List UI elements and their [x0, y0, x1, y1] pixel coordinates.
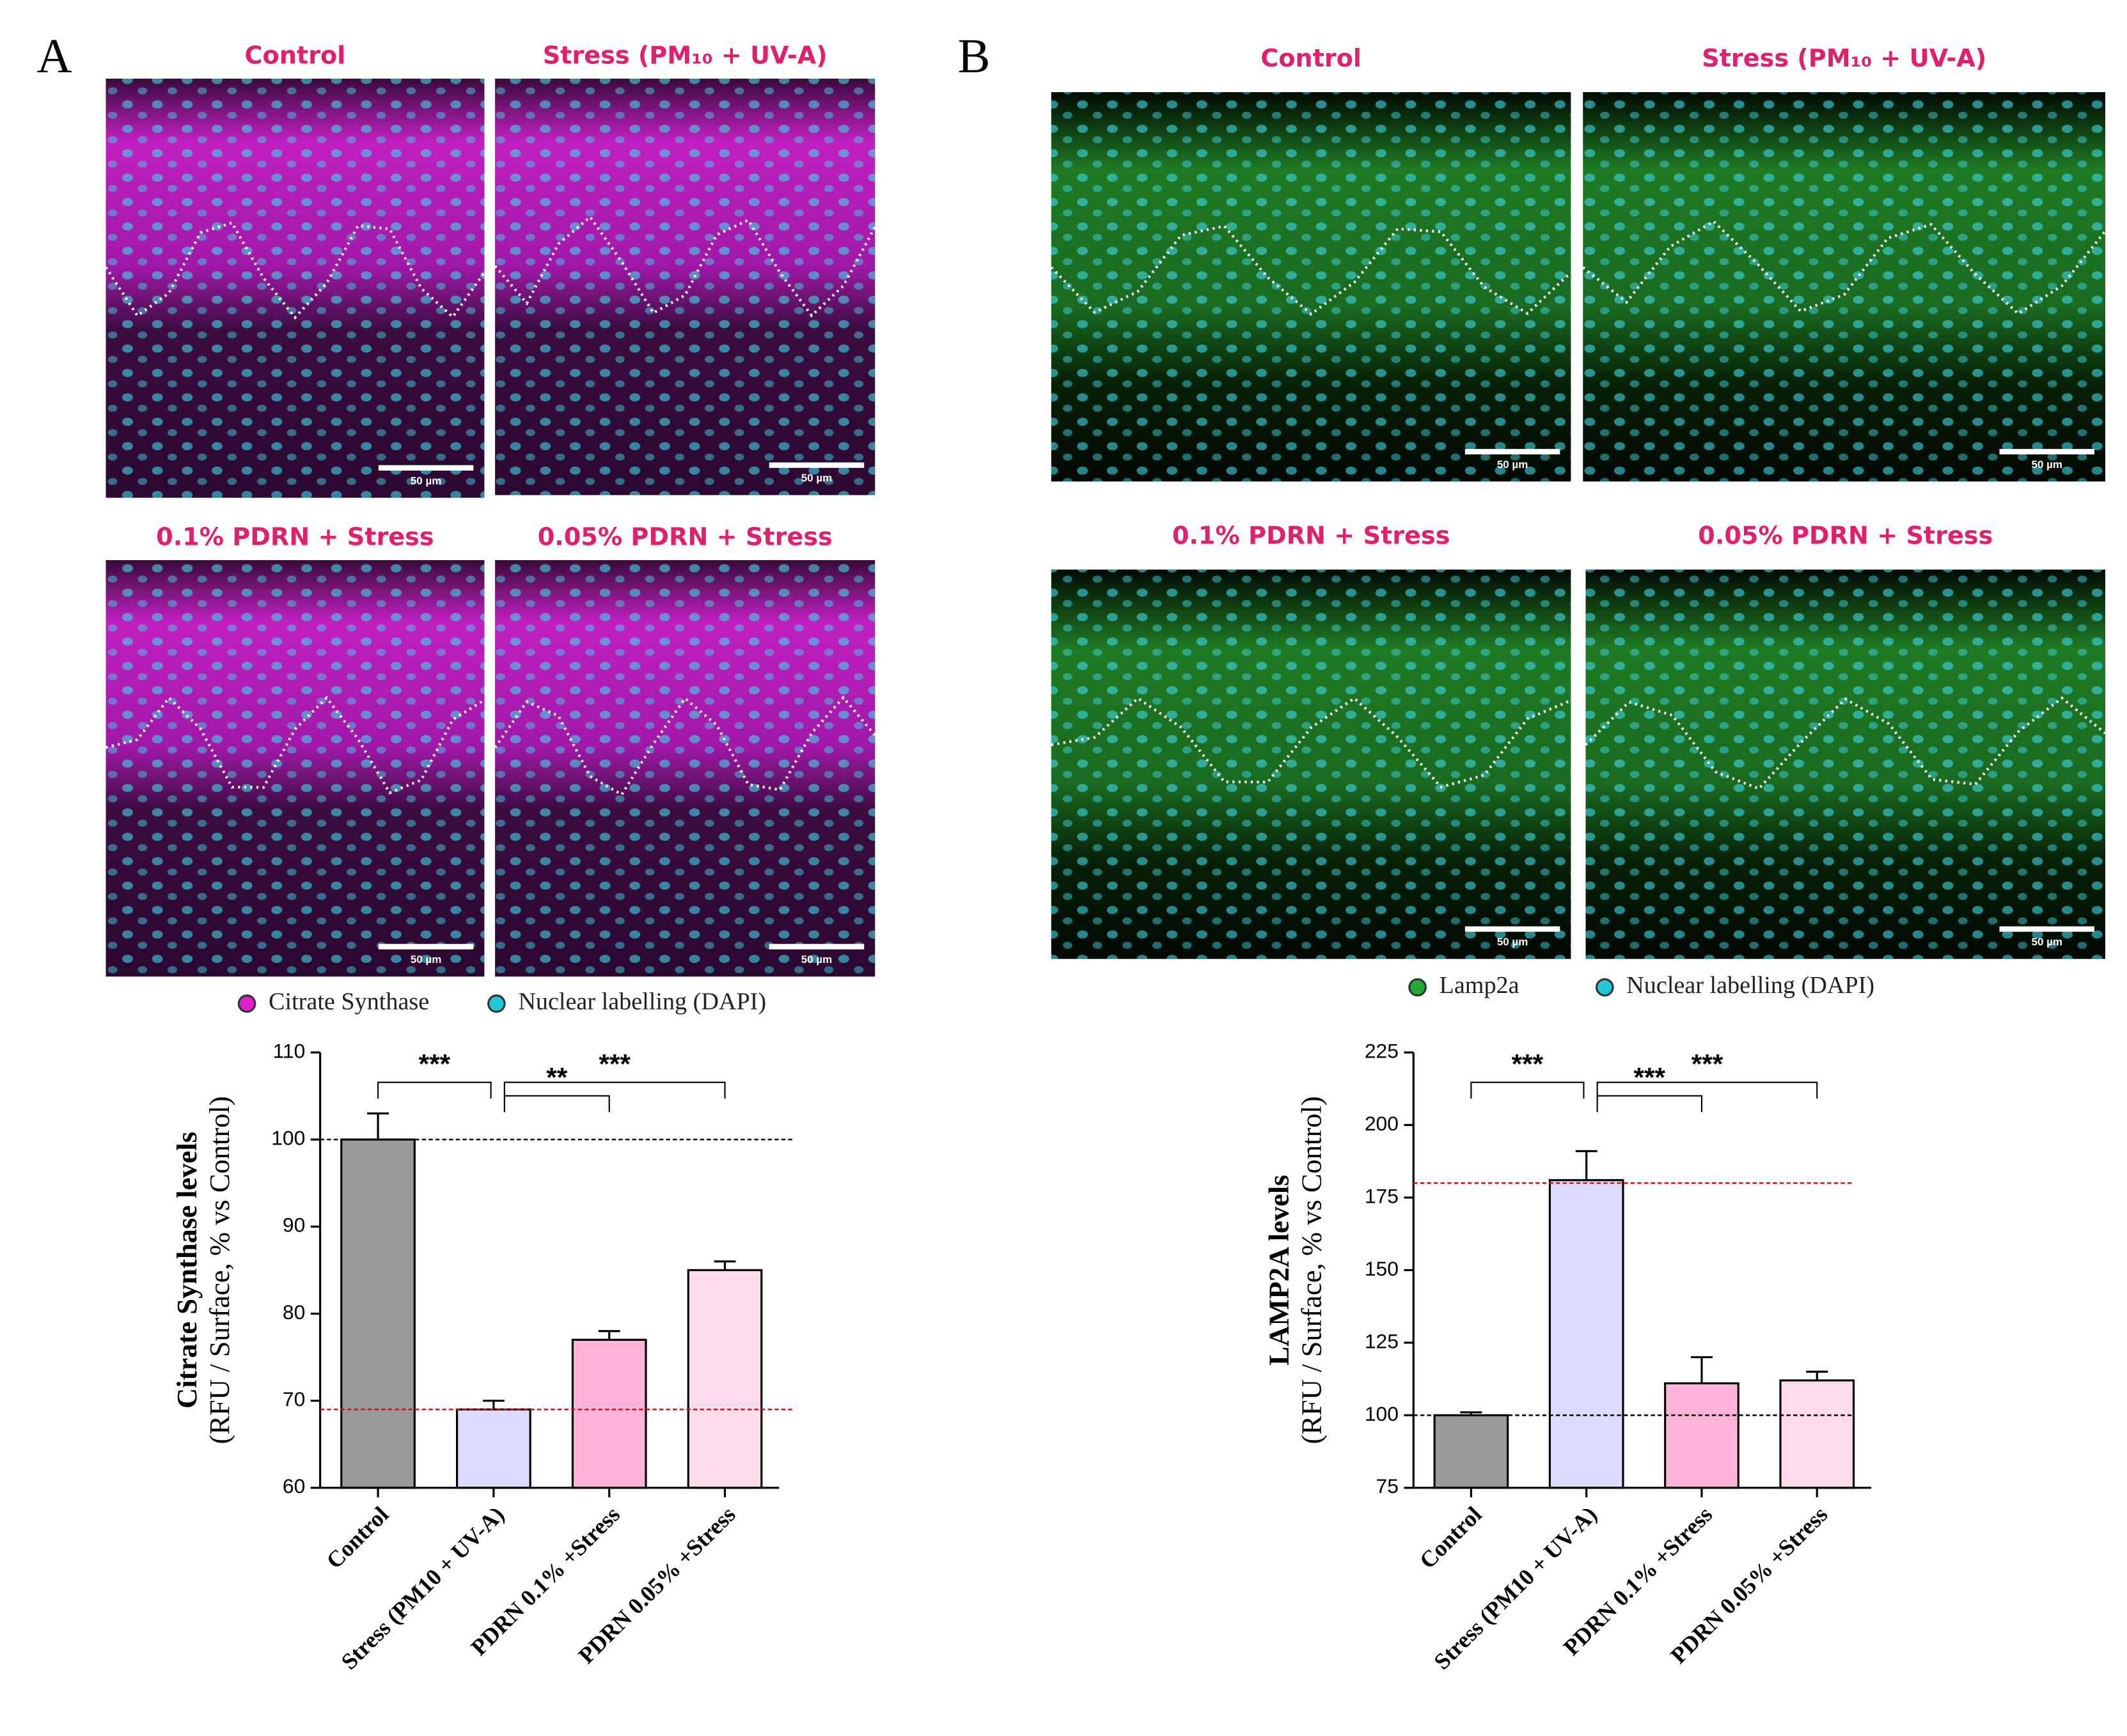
image-title: 0.1% PDRN + Stress [156, 524, 434, 552]
bar [340, 1138, 416, 1489]
micrograph: 50 µm [1050, 92, 1572, 481]
micrograph: 50 µm [104, 79, 486, 498]
error-bar [1806, 1370, 1828, 1380]
error-bar [598, 1330, 620, 1340]
image-title: Stress (PM₁₀ + UV-A) [543, 42, 828, 70]
micrograph: 50 µm [1051, 569, 1572, 959]
y-axis-title: Citrate Synthase levels [171, 1132, 203, 1409]
epidermis-boundary [105, 696, 485, 795]
bar [456, 1408, 531, 1489]
significance-label: *** [1512, 1049, 1544, 1079]
significance-bracket [503, 1095, 610, 1113]
micrograph: 50 µm [494, 560, 876, 977]
y-tick-label: 80 [283, 1301, 305, 1324]
y-tick-label: 60 [283, 1474, 305, 1497]
scale-bar-label: 50 µm [411, 474, 441, 487]
y-tick-label: 110 [273, 1039, 306, 1062]
y-tick-label: 90 [283, 1214, 305, 1237]
x-tick-label: Control [321, 1501, 393, 1574]
y-tick-label: 100 [1365, 1402, 1399, 1425]
y-axis-title: LAMP2A levels [1263, 1175, 1295, 1365]
micrograph: 50 µm [1582, 92, 2107, 481]
scale-bar-label: 50 µm [2032, 458, 2062, 471]
bar [1433, 1414, 1509, 1489]
scale-bar-label: 50 µm [2032, 936, 2062, 948]
scale-bar-label: 50 µm [801, 953, 832, 966]
error-bar [1575, 1150, 1597, 1180]
image-title: Control [245, 42, 346, 70]
bar [1664, 1382, 1739, 1489]
bar [687, 1269, 763, 1489]
micrograph: 50 µm [1585, 569, 2107, 959]
image-title: 0.05% PDRN + Stress [538, 524, 833, 552]
significance-bracket [1596, 1081, 1818, 1099]
scale-bar-label: 50 µm [1497, 936, 1528, 948]
image-nuclei [1583, 92, 2105, 481]
legend-marker [487, 994, 506, 1013]
error-bar [482, 1400, 505, 1410]
y-tick-label: 75 [1376, 1474, 1399, 1497]
image-nuclei [106, 79, 485, 498]
legend-marker [1408, 978, 1427, 997]
micrograph: 50 µm [494, 79, 877, 496]
epidermis-boundary [1051, 696, 1572, 789]
image-title: Stress (PM₁₀ + UV-A) [1702, 45, 1986, 73]
epidermis-boundary [1585, 696, 2107, 791]
x-tick-label: Control [1415, 1501, 1487, 1574]
bar [1779, 1379, 1855, 1489]
significance-bracket [377, 1081, 492, 1099]
legend-label: Lamp2a [1440, 972, 1519, 999]
image-title: Control [1260, 45, 1362, 73]
epidermis-boundary [1582, 219, 2107, 316]
legend-marker [237, 994, 256, 1013]
image-title: 0.05% PDRN + Stress [1698, 522, 1993, 550]
significance-label: ** [546, 1063, 568, 1093]
significance-bracket [1596, 1095, 1703, 1113]
legend-label: Nuclear labelling (DAPI) [1626, 972, 1874, 999]
image-title: 0.1% PDRN + Stress [1172, 522, 1450, 550]
error-bar [1691, 1356, 1713, 1384]
legend-label: Nuclear labelling (DAPI) [518, 988, 766, 1015]
epidermis-boundary [1050, 224, 1572, 316]
y-tick-label: 200 [1365, 1112, 1399, 1135]
y-tick-label: 150 [1365, 1257, 1399, 1280]
epidermis-boundary [494, 215, 877, 318]
panel-label: B [958, 29, 991, 83]
y-tick-label: 70 [283, 1388, 305, 1411]
error-bar [367, 1112, 389, 1140]
epidermis-boundary [104, 221, 486, 320]
y-axis-subtitle: (RFU / Surface, % vs Control) [203, 1096, 235, 1444]
panel-label: A [36, 29, 72, 83]
significance-label: *** [599, 1049, 631, 1079]
scale-bar-label: 50 µm [801, 472, 832, 484]
bar [571, 1338, 647, 1489]
image-nuclei [106, 560, 485, 977]
y-tick-label: 175 [1365, 1184, 1399, 1207]
bar [1548, 1179, 1624, 1489]
image-nuclei [495, 79, 875, 496]
significance-bracket [1470, 1081, 1585, 1099]
image-nuclei [1585, 569, 2105, 959]
y-tick-label: 100 [271, 1127, 305, 1150]
image-nuclei [1051, 569, 1571, 959]
image-nuclei [1051, 92, 1571, 481]
micrograph: 50 µm [105, 560, 485, 977]
y-tick-label: 125 [1365, 1329, 1399, 1352]
legend-marker [1595, 978, 1614, 997]
legend-label: Citrate Synthase [269, 988, 429, 1015]
significance-label: *** [1634, 1063, 1666, 1093]
significance-label: *** [419, 1049, 451, 1079]
scale-bar-label: 50 µm [1497, 458, 1528, 471]
significance-bracket [503, 1081, 726, 1099]
image-nuclei [495, 560, 875, 977]
significance-label: *** [1691, 1049, 1723, 1079]
scale-bar-label: 50 µm [411, 953, 441, 966]
y-axis-subtitle: (RFU / Surface, % vs Control) [1296, 1096, 1328, 1444]
error-bar [714, 1260, 736, 1271]
y-tick-label: 225 [1365, 1039, 1399, 1062]
